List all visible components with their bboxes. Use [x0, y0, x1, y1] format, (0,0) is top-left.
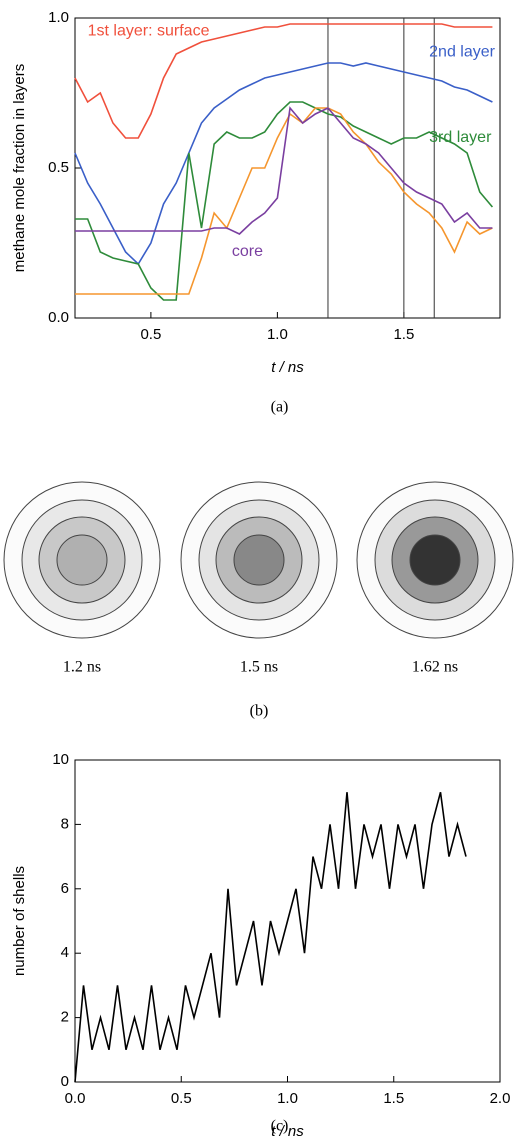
panel-caption: (b)	[250, 703, 269, 720]
y-tick-label: 0	[61, 1073, 69, 1090]
x-tick-label: 0.5	[140, 326, 161, 343]
shell-diagram	[3, 481, 161, 639]
shell	[233, 534, 285, 586]
snapshot-label: 1.2 ns	[63, 659, 101, 676]
series-label: core	[232, 243, 263, 260]
x-axis-label: t / ns	[271, 359, 304, 376]
data-line	[74, 791, 467, 1083]
shell	[409, 534, 461, 586]
x-axis-label: t / ns	[271, 1123, 304, 1138]
shell	[56, 534, 108, 586]
y-tick-label: 2	[61, 1009, 69, 1026]
y-tick-label: 0.0	[48, 309, 69, 326]
series-label: 2nd layer	[429, 44, 495, 61]
data-line	[75, 106, 493, 235]
x-tick-label: 1.5	[393, 326, 414, 343]
panel-caption: (c)	[271, 1118, 289, 1135]
x-tick-label: 1.0	[267, 326, 288, 343]
x-tick-label: 1.0	[277, 1090, 298, 1107]
shell-diagram	[356, 481, 514, 639]
plot-frame	[74, 17, 501, 319]
y-axis-label: number of shells	[11, 866, 28, 976]
data-line	[74, 23, 493, 139]
data-line	[74, 62, 493, 266]
y-tick-label: 10	[52, 751, 69, 768]
x-tick-label: 0.5	[171, 1090, 192, 1107]
series-label: 1st layer: surface	[88, 23, 210, 40]
y-tick-label: 4	[61, 944, 69, 961]
panel-caption: (a)	[271, 399, 289, 416]
snapshot-label: 1.5 ns	[240, 659, 278, 676]
y-tick-label: 8	[61, 815, 69, 832]
snapshot-label: 1.62 ns	[412, 659, 458, 676]
y-tick-label: 0.5	[48, 159, 69, 176]
data-line	[75, 101, 494, 301]
shell-diagram	[180, 481, 338, 639]
y-axis-label: methane mole fraction in layers	[11, 64, 28, 272]
data-line	[75, 107, 493, 295]
y-tick-label: 6	[61, 880, 69, 897]
x-tick-label: 2.0	[490, 1090, 511, 1107]
series-label: 3rd layer	[429, 129, 492, 146]
x-tick-label: 0.0	[65, 1090, 86, 1107]
x-tick-label: 1.5	[383, 1090, 404, 1107]
y-tick-label: 1.0	[48, 9, 69, 26]
